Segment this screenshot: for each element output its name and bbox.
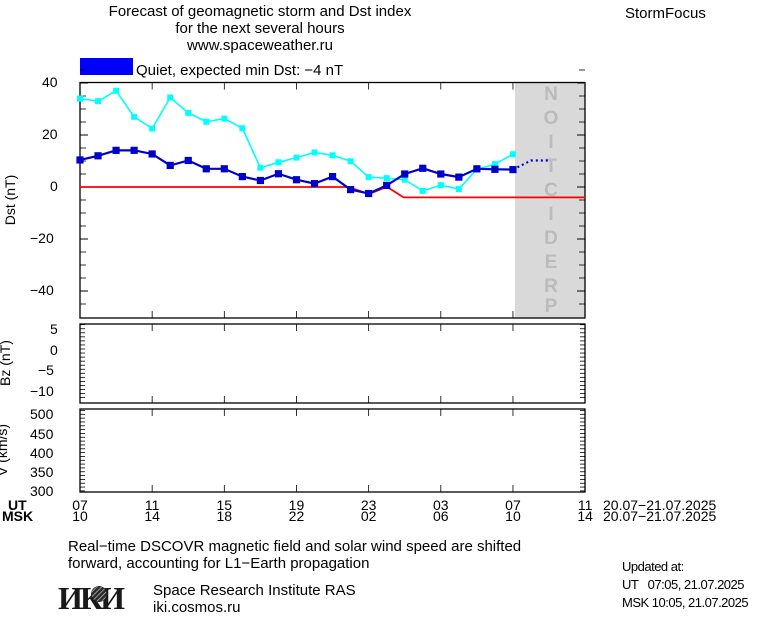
svg-text:D: D xyxy=(544,228,558,249)
svg-text:E: E xyxy=(545,252,558,273)
svg-text:I: I xyxy=(548,132,553,153)
svg-text:O: O xyxy=(544,108,559,129)
svg-text:N: N xyxy=(544,84,558,105)
svg-text:I: I xyxy=(548,204,553,225)
svg-text:ИКИ: ИКИ xyxy=(58,582,125,616)
svg-text:P: P xyxy=(545,296,558,317)
svg-text:T: T xyxy=(545,156,557,177)
svg-text:R: R xyxy=(544,276,558,297)
